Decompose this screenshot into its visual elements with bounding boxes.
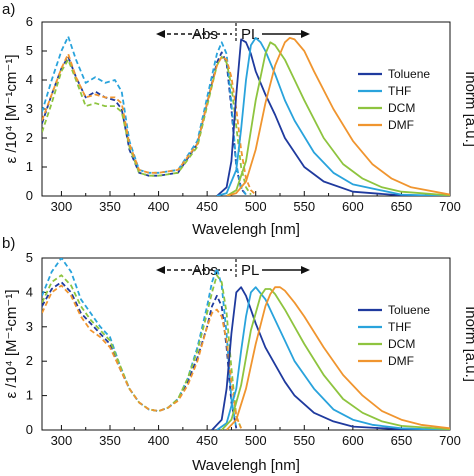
x-tick-label: 300 <box>51 199 73 214</box>
pl-series-thf <box>216 37 450 196</box>
x-tick-label: 500 <box>245 199 267 214</box>
pl-series-toluene <box>211 286 450 430</box>
y-axis-label-right: Inorm [a.u.] <box>462 306 474 382</box>
legend-label-toluene: Toluene <box>388 303 430 317</box>
x-tick-label: 700 <box>439 199 461 214</box>
y-tick-label: 6 <box>26 14 33 29</box>
x-tick-label: 700 <box>439 433 461 448</box>
x-axis-label: Wavelengh [nm] <box>192 457 300 474</box>
x-tick-label: 600 <box>342 199 364 214</box>
abs-series-thf <box>42 35 247 196</box>
abs-series-dcm <box>42 55 252 196</box>
x-tick-label: 450 <box>196 199 218 214</box>
x-tick-label: 550 <box>293 433 315 448</box>
legend-label-thf: THF <box>388 320 411 334</box>
abs-arrow-head <box>156 30 165 38</box>
legend-label-dmf: DMF <box>388 118 414 132</box>
x-tick-label: 450 <box>196 433 218 448</box>
plot-frame <box>41 257 451 431</box>
panel-label: a) <box>2 1 15 18</box>
pl-series-dmf <box>225 286 450 430</box>
y-tick-label: 3 <box>26 319 33 334</box>
x-tick-label: 350 <box>99 199 121 214</box>
y-axis-label-left: ε /10⁴ [M⁻¹cm⁻¹] <box>3 290 20 399</box>
curves <box>42 35 450 196</box>
y-axis-label-right: Inorm [a.u.] <box>462 71 474 147</box>
y-tick-label: 0 <box>26 422 33 437</box>
abs-series-dcm <box>42 274 242 429</box>
x-tick-label: 500 <box>245 433 267 448</box>
panel-b: b) 300 350 400 450 500 550 600 650 700 0 1 2 3 4 5 Wavel… <box>2 235 474 474</box>
y-tick-label: 5 <box>26 43 33 58</box>
y-tick-label: 2 <box>26 353 33 368</box>
abs-arrow-head <box>156 266 165 274</box>
panel-label: b) <box>2 235 15 252</box>
curves <box>42 258 450 430</box>
legend-label-dmf: DMF <box>388 354 414 368</box>
pl-series-thf <box>216 286 450 430</box>
pl-series-dmf <box>226 37 450 196</box>
x-tick-label: 650 <box>391 433 413 448</box>
pl-arrow-head <box>301 30 310 38</box>
pl-series-dcm <box>226 41 450 196</box>
legend: Toluene THF DCM DMF <box>358 67 430 132</box>
pl-annotation: PL <box>241 262 259 279</box>
y-tick-label: 0 <box>26 188 33 203</box>
y-tick-label: 3 <box>26 101 33 116</box>
x-tick-label: 650 <box>391 199 413 214</box>
x-tick-label: 600 <box>342 433 364 448</box>
legend-label-dcm: DCM <box>388 101 415 115</box>
abs-series-dmf <box>42 284 242 429</box>
y-tick-label: 1 <box>26 159 33 174</box>
panel-a: a) 300 350 400 450 500 550 600 650 700 0 1 2 3 4 5 6 Wave… <box>2 1 474 238</box>
x-tick-label: 550 <box>293 199 315 214</box>
y-tick-label: 4 <box>26 72 33 87</box>
y-tick-label: 4 <box>26 284 33 299</box>
y-axis-label-left: ε /10⁴ [M⁻¹cm⁻¹] <box>3 55 20 164</box>
pl-series-toluene <box>216 38 450 196</box>
legend-label-dcm: DCM <box>388 337 415 351</box>
pl-series-dcm <box>221 288 450 430</box>
y-tick-label: 1 <box>26 388 33 403</box>
legend-label-thf: THF <box>388 84 411 98</box>
x-tick-label: 400 <box>148 199 170 214</box>
pl-arrow-head <box>301 266 310 274</box>
x-tick-label: 350 <box>99 433 121 448</box>
legend: Toluene THF DCM DMF <box>358 303 430 368</box>
x-axis-label: Wavelengh [nm] <box>192 221 300 238</box>
x-tick-label: 400 <box>148 433 170 448</box>
x-tick-label: 300 <box>51 433 73 448</box>
legend-label-toluene: Toluene <box>388 67 430 81</box>
y-tick-label: 2 <box>26 130 33 145</box>
y-tick-label: 5 <box>26 250 33 265</box>
